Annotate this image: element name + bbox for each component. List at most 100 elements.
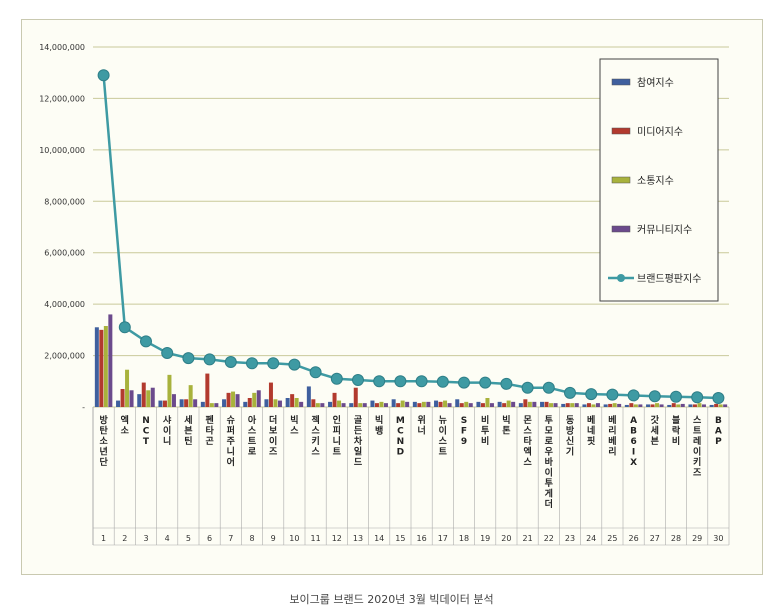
line-point	[585, 388, 598, 401]
rank-label: 5	[186, 534, 191, 543]
bar	[608, 403, 613, 407]
bar	[129, 390, 134, 407]
line-point	[267, 357, 280, 370]
legend-swatch	[611, 176, 631, 184]
line-point	[394, 375, 407, 388]
bar	[447, 403, 452, 407]
bar	[518, 403, 523, 407]
rank-label: 29	[692, 534, 702, 543]
line-point	[627, 389, 640, 402]
bar	[586, 403, 591, 407]
bar	[146, 390, 151, 407]
line-point	[224, 356, 237, 368]
bar	[624, 404, 629, 407]
bar	[243, 401, 248, 407]
bar	[320, 403, 325, 407]
bar	[612, 403, 617, 407]
rank-label: 19	[480, 534, 490, 543]
rank-label: 18	[459, 534, 469, 543]
bar	[94, 327, 99, 407]
bar	[595, 403, 600, 407]
bar	[561, 403, 566, 407]
legend-label: 브랜드평판지수	[637, 273, 701, 285]
line-point	[373, 375, 386, 388]
bar	[125, 369, 130, 407]
line-point	[309, 366, 322, 379]
bar	[188, 385, 193, 407]
bar	[405, 401, 410, 407]
bar	[497, 401, 502, 407]
line-point	[161, 347, 174, 359]
bar	[315, 403, 320, 407]
legend-swatch	[611, 127, 631, 135]
bar	[709, 404, 714, 407]
bar	[485, 398, 490, 407]
rank-label: 15	[395, 534, 405, 543]
bar	[116, 400, 121, 407]
bar	[120, 389, 125, 407]
bar	[523, 399, 528, 407]
bar	[582, 404, 587, 407]
line-point	[203, 353, 216, 366]
bar	[701, 404, 706, 407]
bar	[697, 403, 702, 407]
rank-label: 7	[228, 534, 233, 543]
y-tick-label: -	[82, 403, 85, 412]
rank-label: 23	[565, 534, 575, 543]
bar	[540, 401, 545, 407]
bar	[426, 401, 431, 407]
legend-label: 소통지수	[637, 175, 674, 187]
legend-label: 참여지수	[637, 77, 674, 89]
bar	[226, 392, 231, 407]
bar	[396, 403, 401, 407]
bar	[443, 400, 448, 407]
bar	[362, 403, 367, 407]
rank-label: 26	[629, 534, 639, 543]
bar	[502, 403, 507, 407]
bar	[400, 400, 405, 407]
line-point	[606, 388, 619, 401]
bar	[553, 403, 558, 407]
bar	[285, 398, 290, 407]
bar	[222, 399, 227, 407]
bar	[358, 403, 363, 407]
bar	[349, 403, 354, 407]
line-point	[479, 376, 492, 389]
bar	[99, 329, 104, 407]
rank-label: 11	[311, 534, 321, 543]
line-point	[648, 390, 661, 403]
bar	[476, 401, 481, 407]
bar	[108, 314, 113, 407]
legend-swatch	[611, 78, 631, 86]
bar	[527, 401, 532, 407]
bar	[353, 387, 358, 407]
bar	[680, 403, 685, 407]
bar	[511, 401, 516, 407]
line-point	[415, 375, 428, 388]
bar	[464, 401, 469, 407]
bar	[667, 404, 672, 407]
rank-label: 22	[544, 534, 554, 543]
bar	[574, 403, 579, 407]
y-tick-label: 10,000,000	[39, 146, 85, 155]
bar	[434, 400, 439, 407]
bar	[158, 400, 163, 407]
bar	[629, 403, 634, 407]
bar	[549, 403, 554, 407]
line-point	[246, 357, 258, 370]
bar	[646, 404, 651, 407]
bar	[205, 373, 210, 407]
rank-label: 6	[207, 534, 212, 543]
